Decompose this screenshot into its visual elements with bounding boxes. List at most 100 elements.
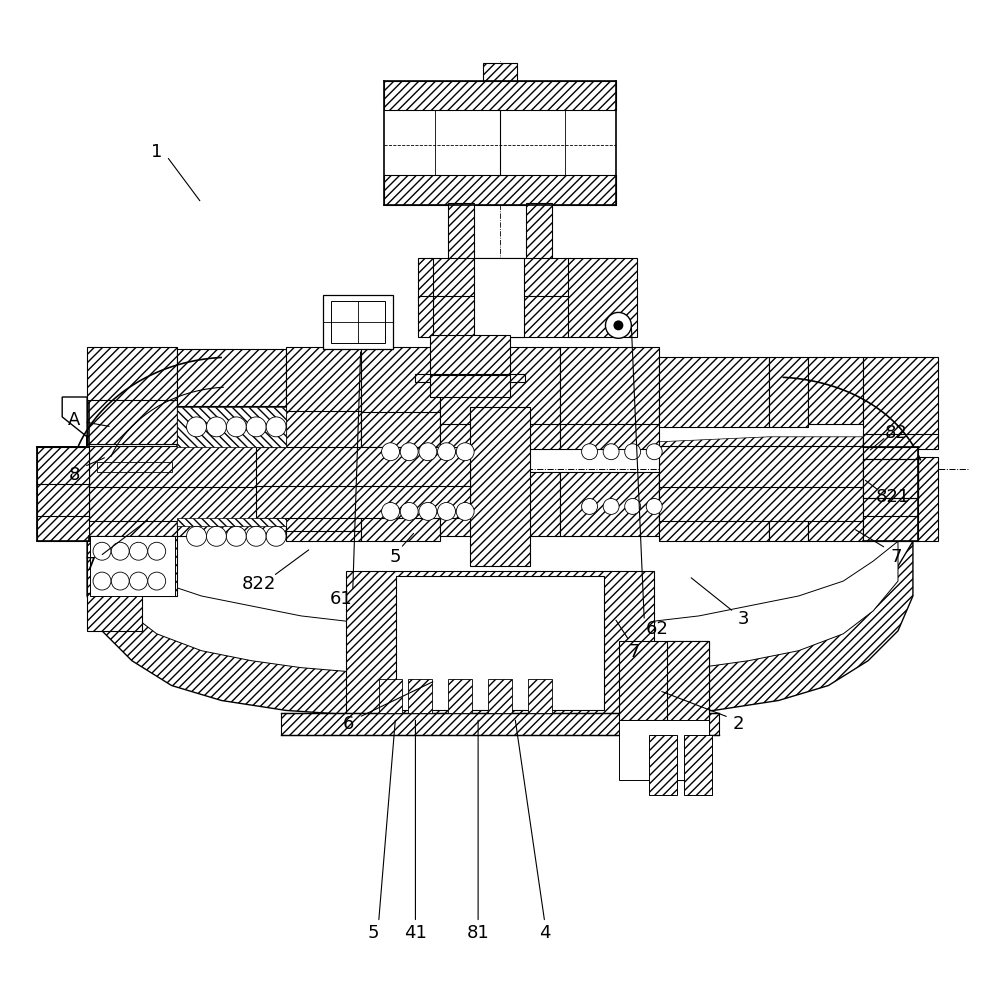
Bar [177, 407, 286, 444]
Circle shape [400, 503, 418, 521]
Bar [863, 484, 918, 519]
Circle shape [456, 503, 474, 521]
Bar [430, 376, 510, 398]
Circle shape [456, 443, 474, 461]
Bar [396, 577, 604, 711]
Bar [87, 537, 177, 596]
Bar [281, 714, 719, 736]
Circle shape [266, 417, 286, 437]
Bar [659, 358, 769, 427]
Circle shape [438, 443, 455, 461]
Bar [177, 472, 286, 527]
Bar [808, 358, 863, 424]
Text: 1: 1 [151, 143, 162, 161]
Text: 822: 822 [242, 575, 276, 592]
Bar [90, 537, 175, 596]
Bar [470, 408, 530, 567]
Bar [256, 486, 470, 519]
Text: 5: 5 [368, 923, 379, 941]
Text: 4: 4 [539, 923, 551, 941]
Circle shape [646, 499, 662, 515]
Text: 41: 41 [404, 923, 427, 941]
Circle shape [382, 443, 400, 461]
Circle shape [582, 444, 598, 460]
Bar [286, 532, 361, 542]
Polygon shape [97, 462, 172, 472]
Bar [286, 475, 361, 535]
Bar [863, 457, 938, 542]
Bar [361, 413, 440, 452]
Circle shape [206, 417, 226, 437]
Bar [448, 204, 474, 260]
Circle shape [93, 573, 111, 590]
Bar [331, 302, 385, 344]
Bar [619, 721, 709, 780]
Bar [361, 447, 440, 542]
Bar [488, 679, 512, 714]
Bar [430, 296, 570, 338]
Bar [440, 348, 560, 427]
Circle shape [646, 444, 662, 460]
Text: 821: 821 [876, 488, 910, 506]
Bar [863, 358, 938, 437]
Polygon shape [37, 398, 87, 537]
Bar [808, 474, 863, 542]
Bar [384, 176, 616, 206]
Circle shape [603, 444, 619, 460]
Polygon shape [177, 437, 863, 449]
Bar [863, 447, 918, 487]
Bar [384, 82, 616, 111]
Bar [87, 515, 177, 537]
Bar [863, 459, 918, 499]
Text: 6: 6 [343, 715, 354, 733]
Circle shape [93, 543, 111, 561]
Bar [430, 258, 570, 298]
Text: 82: 82 [885, 423, 907, 441]
Bar [440, 424, 560, 449]
Circle shape [148, 573, 166, 590]
Circle shape [382, 503, 400, 521]
Bar [256, 447, 470, 487]
Circle shape [246, 527, 266, 547]
Bar [649, 736, 677, 795]
Bar [87, 462, 177, 517]
Circle shape [187, 417, 206, 437]
Bar [863, 517, 918, 542]
Bar [418, 296, 433, 338]
Polygon shape [87, 537, 913, 720]
Bar [560, 348, 659, 427]
Bar [560, 424, 659, 449]
Bar [89, 446, 258, 489]
Circle shape [625, 499, 641, 515]
Text: 5: 5 [390, 548, 401, 566]
Circle shape [130, 573, 147, 590]
Bar [526, 204, 552, 260]
Bar [448, 679, 472, 714]
Circle shape [266, 527, 286, 547]
Circle shape [613, 321, 623, 331]
Bar [528, 679, 552, 714]
Circle shape [226, 417, 246, 437]
Text: A: A [68, 411, 80, 428]
Polygon shape [177, 519, 863, 535]
Circle shape [130, 543, 147, 561]
Circle shape [438, 503, 455, 521]
Circle shape [148, 543, 166, 561]
Bar [87, 593, 142, 631]
Text: 8: 8 [68, 465, 80, 483]
Bar [37, 484, 89, 519]
Bar [89, 487, 258, 522]
Bar [769, 358, 808, 427]
Bar [474, 258, 524, 338]
Bar [37, 447, 89, 487]
Bar [659, 472, 769, 542]
Circle shape [111, 543, 129, 561]
Circle shape [625, 444, 641, 460]
Bar [418, 258, 433, 303]
Bar [769, 472, 808, 542]
Text: 81: 81 [467, 923, 489, 941]
Bar [361, 348, 440, 437]
Text: 62: 62 [646, 619, 669, 637]
Bar [87, 348, 177, 403]
Bar [440, 472, 560, 537]
